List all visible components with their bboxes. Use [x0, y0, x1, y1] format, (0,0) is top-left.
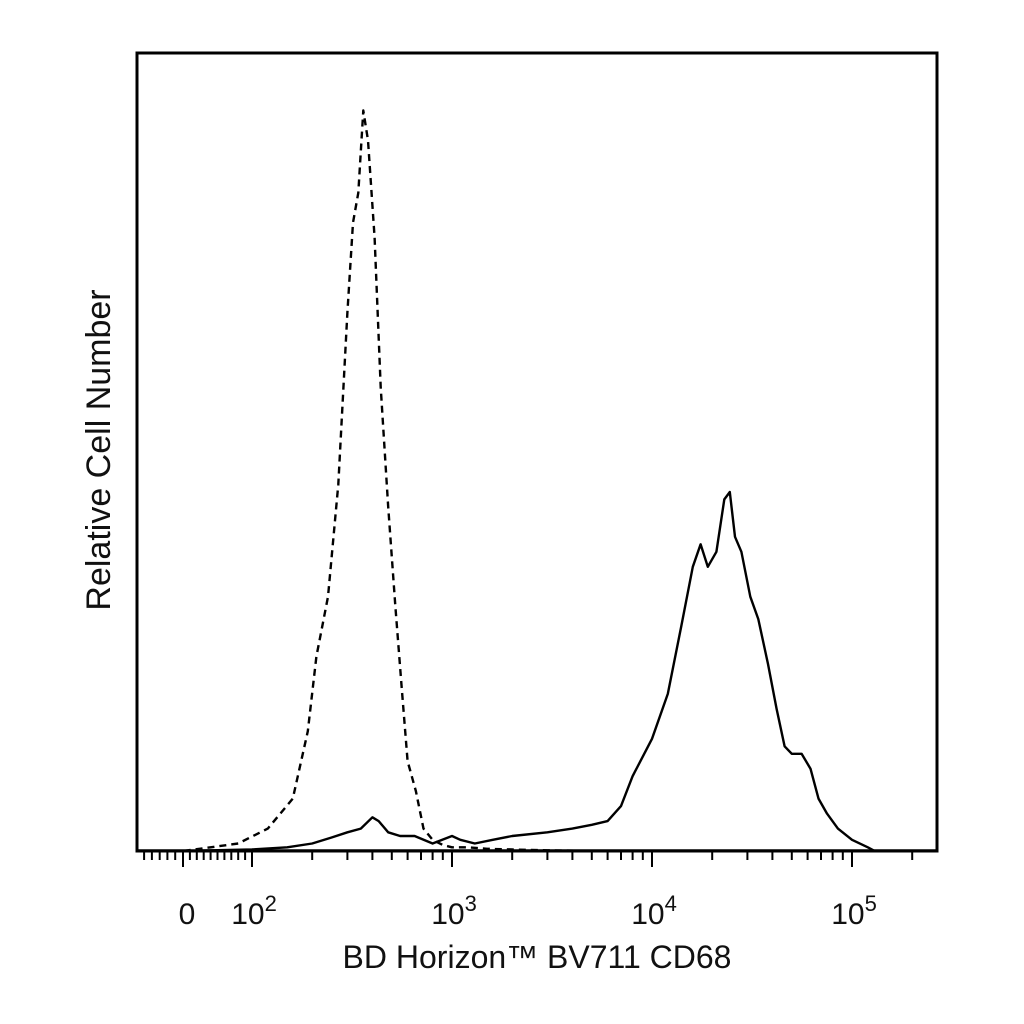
y-axis-label: Relative Cell Number: [80, 289, 118, 610]
x-axis-tick-labels: 0 102 103 104 105: [179, 891, 877, 931]
x-tick-label: 102: [231, 891, 277, 931]
x-axis-ticks: [143, 851, 914, 867]
series-line-dashed: [159, 109, 592, 853]
x-tick-label: 105: [831, 891, 877, 931]
plot-frame: [135, 51, 939, 853]
x-tick-label: 104: [631, 891, 677, 931]
x-axis-label: BD Horizon™ BV711 CD68: [343, 939, 732, 975]
plot-marks: [136, 109, 937, 853]
series-line-solid: [136, 490, 876, 853]
x-tick-label: 103: [431, 891, 477, 931]
x-tick-label: 0: [179, 898, 196, 931]
